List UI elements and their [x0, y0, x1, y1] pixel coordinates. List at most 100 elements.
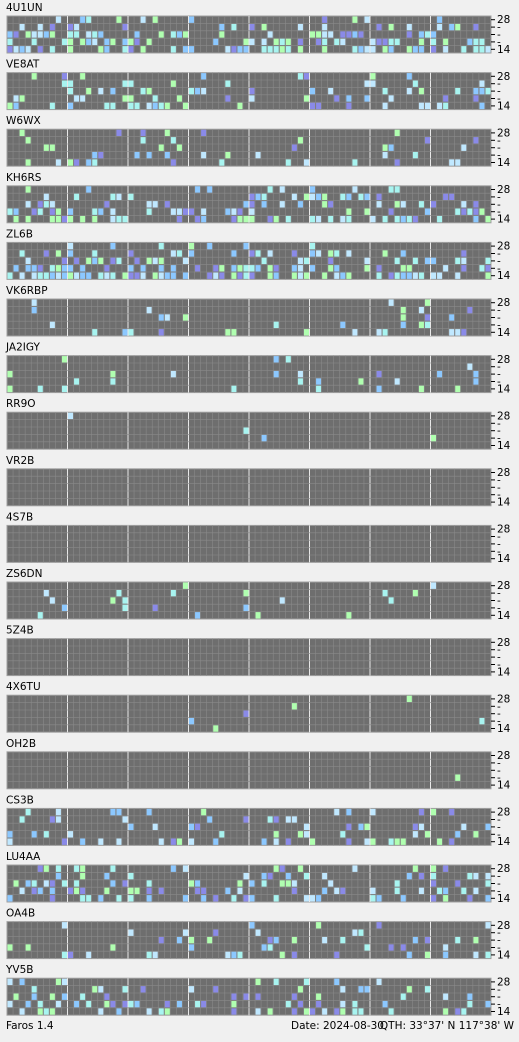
reception-cell — [43, 250, 49, 257]
reception-cell — [376, 265, 382, 272]
reception-cell — [443, 38, 449, 46]
reception-cell — [68, 80, 74, 87]
band-label: - — [497, 361, 501, 373]
beacon-grid — [6, 807, 492, 846]
reception-cell — [104, 265, 110, 272]
reception-cell — [310, 215, 316, 223]
reception-cell — [122, 272, 128, 279]
reception-cell — [255, 250, 261, 257]
reception-cell — [418, 808, 424, 816]
reception-cell — [358, 31, 364, 38]
reception-cell — [189, 936, 195, 944]
reception-cell — [267, 872, 273, 880]
reception-cell — [297, 378, 303, 385]
band-label: 28 — [497, 467, 510, 479]
reception-cell — [74, 257, 80, 265]
reception-cell — [431, 257, 437, 265]
reception-cell — [225, 208, 231, 215]
reception-cell — [479, 80, 485, 87]
reception-cell — [134, 151, 140, 159]
station-name: VR2B — [6, 455, 34, 467]
reception-cell — [461, 823, 467, 831]
reception-cell — [195, 215, 201, 223]
band-label: 14 — [497, 383, 511, 395]
reception-cell — [437, 23, 443, 31]
reception-cell — [80, 887, 86, 895]
band-label: 28 — [497, 524, 510, 536]
reception-cell — [424, 951, 430, 959]
reception-cell — [461, 250, 467, 257]
reception-cell — [273, 272, 279, 279]
reception-cell — [255, 978, 261, 986]
reception-cell — [80, 16, 86, 23]
reception-cell — [273, 370, 279, 378]
reception-cell — [146, 306, 152, 314]
reception-cell — [461, 257, 467, 265]
reception-cell — [213, 929, 219, 936]
reception-cell — [128, 1000, 134, 1008]
reception-cell — [279, 201, 285, 208]
band-label: 28 — [497, 184, 510, 196]
reception-cell — [473, 23, 479, 31]
reception-cell — [98, 838, 104, 845]
reception-cell — [303, 823, 309, 831]
reception-cell — [195, 880, 201, 887]
reception-cell — [328, 215, 334, 223]
reception-cell — [473, 370, 479, 378]
reception-cell — [61, 922, 67, 929]
band-label: - — [497, 482, 501, 494]
reception-cell — [364, 838, 370, 845]
reception-cell — [104, 887, 110, 895]
reception-cell — [261, 38, 267, 46]
reception-cell — [237, 887, 243, 895]
reception-cell — [461, 1008, 467, 1015]
reception-cell — [346, 208, 352, 215]
reception-cell — [303, 329, 309, 336]
reception-cell — [467, 895, 473, 902]
reception-cell — [55, 159, 61, 166]
reception-cell — [455, 774, 461, 781]
station-name: RR9O — [6, 398, 36, 410]
reception-cell — [25, 257, 31, 265]
reception-cell — [297, 272, 303, 279]
reception-cell — [261, 193, 267, 201]
band-label: - — [497, 885, 501, 897]
reception-cell — [86, 272, 92, 279]
reception-cell — [182, 929, 188, 936]
reception-cell — [455, 880, 461, 887]
reception-cell — [122, 23, 128, 31]
reception-cell — [406, 272, 412, 279]
reception-cell — [279, 186, 285, 193]
reception-cell — [382, 46, 388, 53]
reception-cell — [370, 38, 376, 46]
reception-cell — [382, 1000, 388, 1008]
reception-cell — [334, 272, 340, 279]
reception-cell — [424, 314, 430, 321]
reception-cell — [328, 265, 334, 272]
reception-cell — [25, 265, 31, 272]
station-name: 4S7B — [6, 511, 33, 523]
reception-cell — [55, 272, 61, 279]
reception-cell — [249, 250, 255, 257]
reception-cell — [412, 865, 418, 872]
reception-cell — [61, 38, 67, 46]
reception-cell — [279, 951, 285, 959]
date: Date: 2024-08-30 — [291, 1020, 384, 1032]
reception-cell — [418, 201, 424, 208]
reception-cell — [243, 604, 249, 612]
reception-cell — [110, 944, 116, 951]
reception-cell — [68, 31, 74, 38]
band-label: 28 — [497, 863, 510, 875]
reception-cell — [25, 808, 31, 816]
reception-cell — [231, 208, 237, 215]
band-label: - — [497, 305, 501, 317]
reception-cell — [231, 385, 237, 393]
reception-cell — [418, 31, 424, 38]
reception-cell — [170, 370, 176, 378]
reception-cell — [437, 838, 443, 845]
reception-cell — [182, 272, 188, 279]
reception-cell — [388, 272, 394, 279]
reception-cell — [31, 993, 37, 1000]
reception-cell — [134, 887, 140, 895]
reception-cell — [485, 215, 491, 223]
